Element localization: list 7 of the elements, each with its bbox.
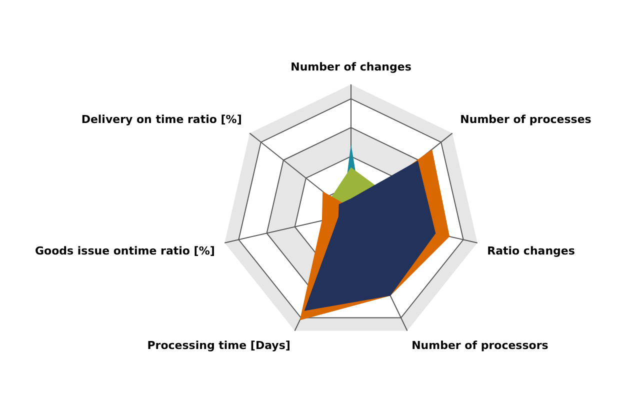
spoke-label: Ratio changes bbox=[487, 244, 576, 258]
spoke-label: Number of changes bbox=[290, 60, 412, 74]
spoke-label: Number of processors bbox=[412, 339, 549, 352]
spoke-label: Delivery on time ratio [%] bbox=[81, 113, 242, 126]
spoke-label: Goods issue ontime ratio [%] bbox=[35, 244, 215, 258]
spoke-label: Processing time [Days] bbox=[147, 339, 290, 352]
spoke-label: Number of processes bbox=[460, 113, 592, 126]
